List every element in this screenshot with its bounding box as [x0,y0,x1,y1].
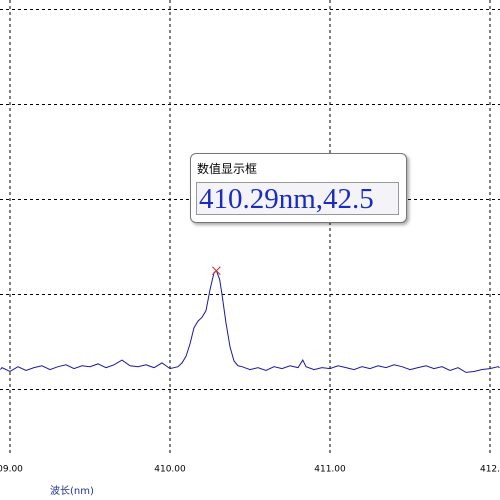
tooltip: 数值显示框 410.29nm,42.5 [190,153,407,223]
x-tick-label: 410.00 [154,465,186,475]
x-axis-label: 波长(nm) [50,484,94,497]
peak-marker [212,266,221,276]
series-line [0,269,500,373]
x-tick-label: 411.00 [314,465,346,475]
x-tick-label: 09.00 [0,465,23,475]
tooltip-title: 数值显示框 [197,162,258,176]
tooltip-value: 410.29nm,42.5 [196,182,399,215]
x-tick-label: 412. [480,465,500,475]
